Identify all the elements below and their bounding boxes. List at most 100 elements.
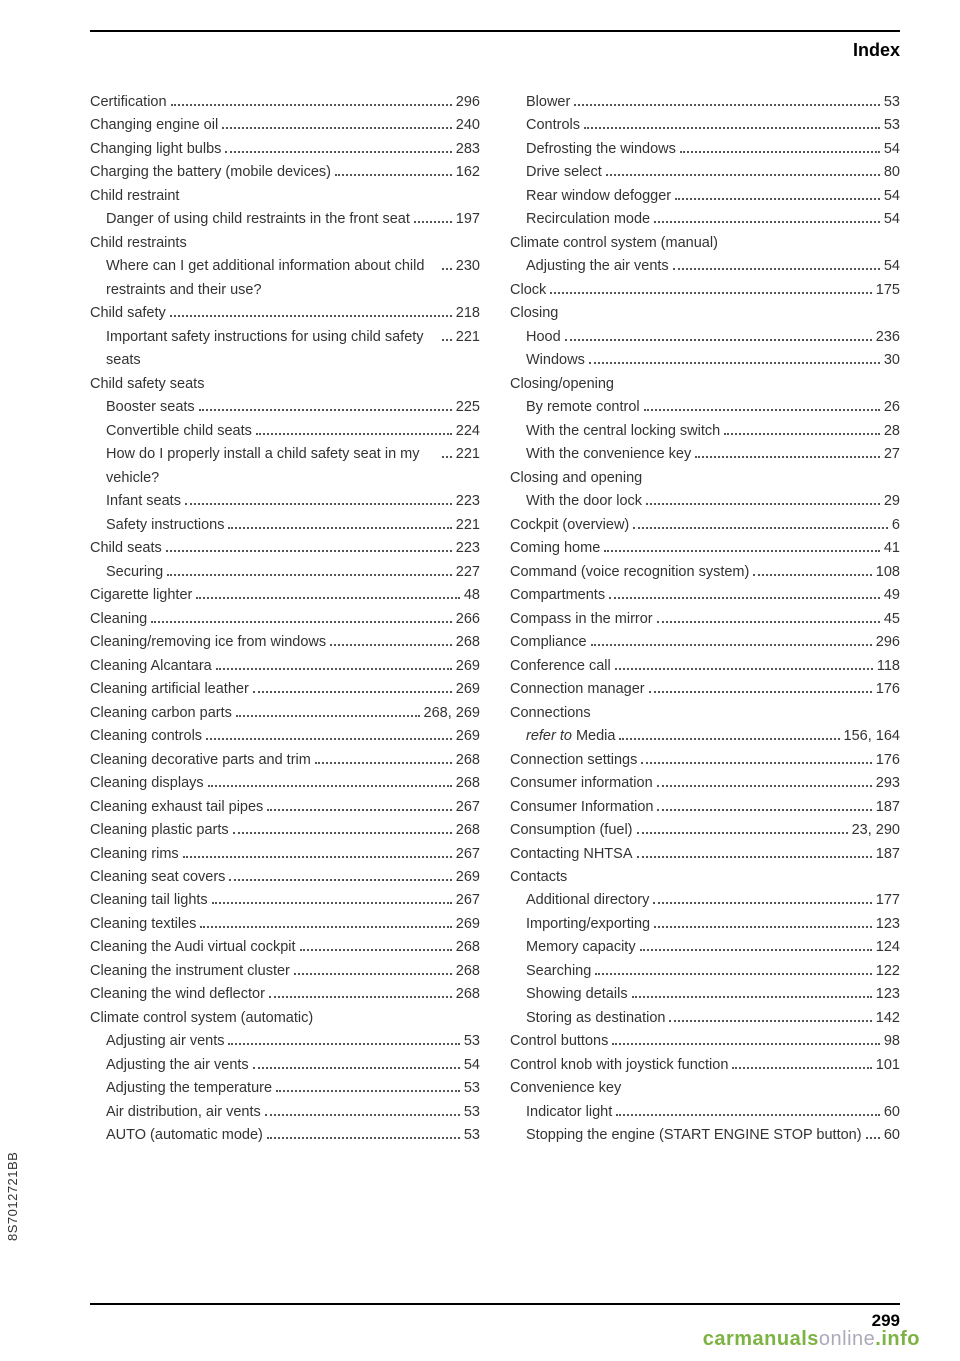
index-heading: Climate control system (automatic) [90, 1007, 480, 1030]
index-entry: Consumer information293 [510, 772, 900, 795]
index-entry-page: 60 [884, 1124, 900, 1147]
leader-dots [151, 609, 452, 623]
index-entry: Securing227 [90, 561, 480, 584]
leader-dots [606, 163, 880, 177]
index-entry-label: Storing as destination [526, 1007, 665, 1030]
index-entry: Adjusting air vents53 [90, 1030, 480, 1053]
index-entry: refer to Media 156, 164 [510, 725, 900, 748]
index-entry-label: Cleaning rims [90, 843, 179, 866]
leader-dots [229, 867, 451, 881]
index-entry-page: 187 [876, 843, 900, 866]
leader-dots [253, 680, 452, 694]
index-entry-label: Adjusting the air vents [526, 255, 669, 278]
index-heading: Connections [510, 702, 900, 725]
index-entry-page: 48 [464, 584, 480, 607]
leader-dots [335, 163, 452, 177]
index-entry-page: 156, 164 [844, 725, 900, 748]
index-entry: Drive select80 [510, 161, 900, 184]
index-entry: Adjusting the air vents54 [90, 1054, 480, 1077]
index-entry-label: Changing light bulbs [90, 138, 221, 161]
index-entry-page: 223 [456, 537, 480, 560]
index-entry-page: 142 [876, 1007, 900, 1030]
index-heading: Climate control system (manual) [510, 232, 900, 255]
index-entry: Cleaning seat covers269 [90, 866, 480, 889]
index-entry: Defrosting the windows54 [510, 138, 900, 161]
leader-dots [550, 280, 872, 294]
index-entry: With the convenience key27 [510, 443, 900, 466]
index-entry-page: 176 [876, 749, 900, 772]
index-entry-page: 269 [456, 913, 480, 936]
page: Index Certification296Changing engine oi… [0, 0, 960, 1361]
index-entry-page: 53 [464, 1101, 480, 1124]
index-entry-label: Searching [526, 960, 591, 983]
index-entry-page: 269 [456, 655, 480, 678]
index-entry-page: 268 [456, 960, 480, 983]
leader-dots [256, 421, 452, 435]
index-entry-label: Where can I get additional information a… [106, 255, 438, 302]
leader-dots [644, 398, 880, 412]
leader-dots [695, 445, 880, 459]
index-entry: Coming home41 [510, 537, 900, 560]
leader-dots [414, 210, 452, 224]
index-entry: Child safety218 [90, 302, 480, 325]
footer: 299 [90, 1303, 900, 1331]
index-entry: Cleaning plastic parts268 [90, 819, 480, 842]
index-entry-page: 53 [464, 1077, 480, 1100]
index-entry: Blower53 [510, 91, 900, 114]
index-entry-label: Cleaning seat covers [90, 866, 225, 889]
spine-code: 8S7012721BB [5, 1152, 20, 1241]
index-entry-page: 268, 269 [424, 702, 480, 725]
leader-dots [166, 539, 452, 553]
index-entry-label: Controls [526, 114, 580, 137]
index-entry-label: Compartments [510, 584, 605, 607]
index-entry: Compass in the mirror45 [510, 608, 900, 631]
index-entry-label: Convertible child seats [106, 420, 252, 443]
index-entry-page: 123 [876, 913, 900, 936]
index-entry-label: Booster seats [106, 396, 195, 419]
index-entry: By remote control26 [510, 396, 900, 419]
index-entry: With the door lock29 [510, 490, 900, 513]
index-heading: Convenience key [510, 1077, 900, 1100]
index-entry-page: 54 [884, 208, 900, 231]
index-entry-label: Compliance [510, 631, 587, 654]
index-entry-page: 53 [884, 91, 900, 114]
leader-dots [565, 327, 872, 341]
index-entry: Contacting NHTSA187 [510, 843, 900, 866]
index-entry-page: 221 [456, 326, 480, 349]
index-entry-label: Cleaning the wind deflector [90, 983, 265, 1006]
leader-dots [253, 1055, 460, 1069]
index-entry-page: 269 [456, 678, 480, 701]
index-entry: Cleaning Alcantara269 [90, 655, 480, 678]
index-entry-label: refer to Media [526, 725, 615, 748]
leader-dots [228, 1032, 459, 1046]
index-entry: Connection settings 176 [510, 749, 900, 772]
leader-dots [680, 139, 880, 153]
index-entry-label: With the door lock [526, 490, 642, 513]
index-entry-page: 54 [464, 1054, 480, 1077]
index-entry: Important safety instructions for using … [90, 326, 480, 373]
index-entry-label: Drive select [526, 161, 602, 184]
index-entry-label: Safety instructions [106, 514, 224, 537]
index-entry-page: 54 [884, 138, 900, 161]
index-entry-label: Cleaning artificial leather [90, 678, 249, 701]
leader-dots [208, 773, 452, 787]
leader-dots [330, 633, 452, 647]
watermark: carmanualsonline.info [703, 1328, 920, 1351]
index-entry-page: 230 [456, 255, 480, 278]
index-entry-label: Air distribution, air vents [106, 1101, 261, 1124]
leader-dots [732, 1055, 871, 1069]
leader-dots [640, 938, 872, 952]
index-entry-label: With the convenience key [526, 443, 691, 466]
index-entry-label: Connection settings [510, 749, 637, 772]
index-entry-page: 54 [884, 255, 900, 278]
index-entry-label: Consumer Information [510, 796, 653, 819]
index-entry: Cleaning the instrument cluster268 [90, 960, 480, 983]
index-entry-label: Memory capacity [526, 936, 636, 959]
index-entry-label: Control buttons [510, 1030, 608, 1053]
index-entry-page: 268 [456, 631, 480, 654]
index-entry-label: Cleaning tail lights [90, 889, 208, 912]
index-entry-label: Child seats [90, 537, 162, 560]
index-entry-page: 162 [456, 161, 480, 184]
index-entry-page: 45 [884, 608, 900, 631]
index-entry-page: 118 [877, 655, 900, 678]
